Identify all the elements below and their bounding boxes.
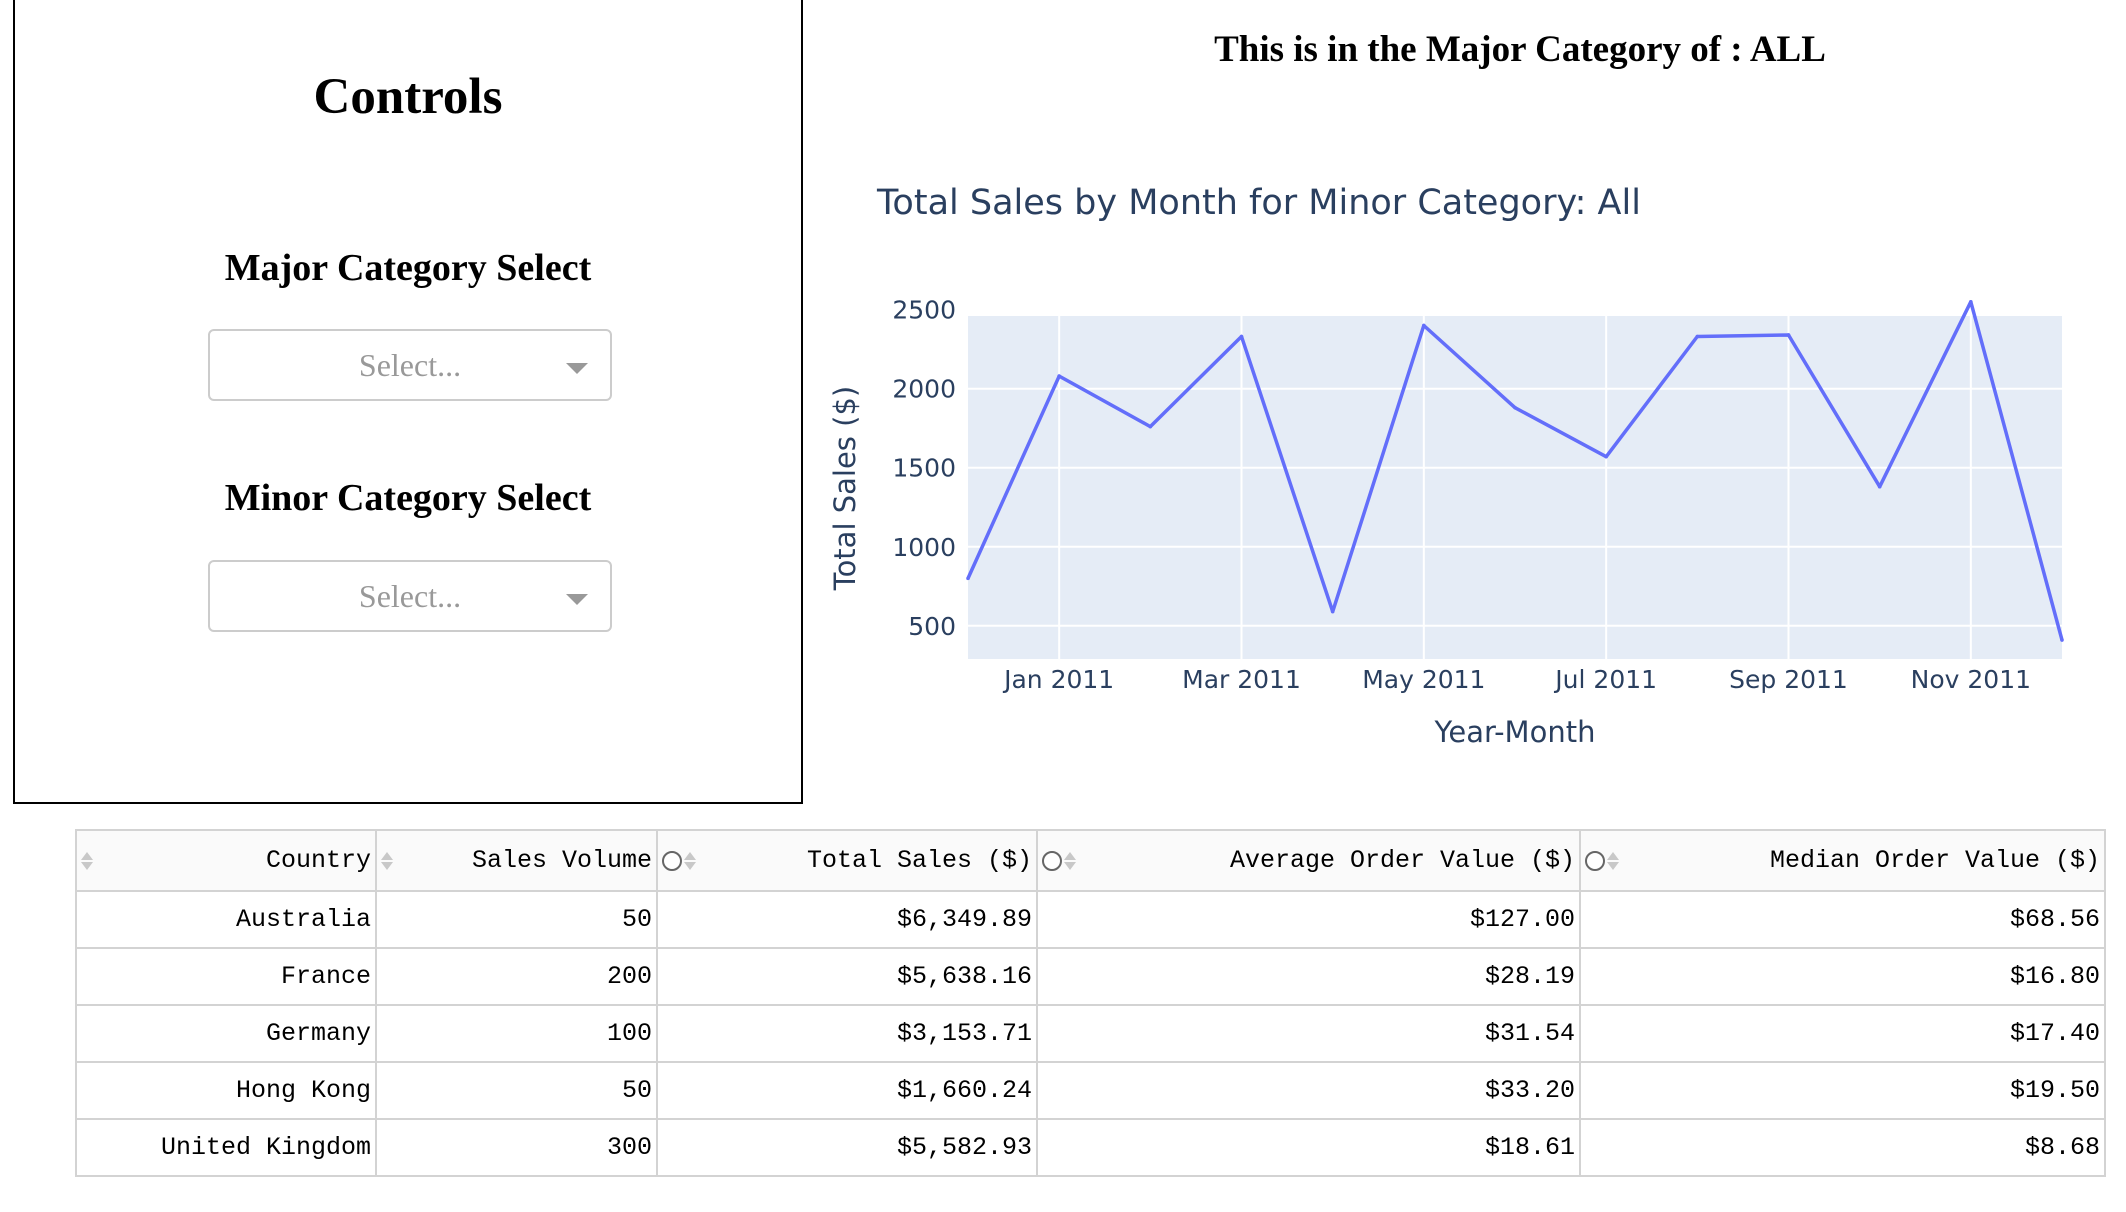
column-header-label: Median Order Value ($) bbox=[1769, 846, 2100, 875]
table-cell: United Kingdom bbox=[75, 1118, 377, 1177]
data-point bbox=[1148, 424, 1153, 429]
table-row: France 200 $5,638.16 $28.19 $16.80 bbox=[75, 947, 2106, 1006]
controls-title: Controls bbox=[313, 69, 503, 125]
data-point bbox=[1786, 333, 1791, 337]
y-tick-label: 500 bbox=[908, 612, 956, 641]
x-tick-label: Mar 2011 bbox=[1182, 665, 1301, 694]
column-header-total-sales[interactable]: Total Sales ($) bbox=[656, 829, 1038, 892]
chevron-down-icon[interactable] bbox=[566, 363, 588, 374]
data-point bbox=[1057, 374, 1061, 378]
table-cell: $127.00 bbox=[1036, 890, 1581, 949]
data-point bbox=[966, 576, 970, 581]
chevron-down-icon[interactable] bbox=[566, 594, 588, 605]
chart-title: Total Sales by Month for Minor Category:… bbox=[876, 183, 1641, 223]
table-cell: 300 bbox=[375, 1118, 658, 1177]
column-header-label: Total Sales ($) bbox=[806, 846, 1032, 875]
x-axis-title: Year-Month bbox=[1434, 715, 1596, 749]
table-cell: $28.19 bbox=[1036, 947, 1581, 1006]
table-cell: $18.61 bbox=[1036, 1118, 1581, 1177]
x-tick-label: Nov 2011 bbox=[1911, 665, 2031, 694]
table-cell: $68.56 bbox=[1579, 890, 2106, 949]
sort-icon[interactable] bbox=[1607, 850, 1619, 872]
data-point bbox=[1877, 484, 1882, 489]
data-point bbox=[1239, 334, 1244, 339]
table-row: Germany 100 $3,153.71 $31.54 $17.40 bbox=[75, 1004, 2106, 1063]
column-header-median-order-value[interactable]: Median Order Value ($) bbox=[1579, 829, 2106, 892]
table-cell: $19.50 bbox=[1579, 1061, 2106, 1120]
table-cell: $33.20 bbox=[1036, 1061, 1581, 1120]
y-tick-label: 2500 bbox=[892, 296, 956, 325]
y-tick-label: 2000 bbox=[892, 375, 956, 404]
y-tick-label: 1000 bbox=[892, 533, 956, 562]
table-cell: Australia bbox=[75, 890, 377, 949]
table-cell: Germany bbox=[75, 1004, 377, 1063]
table-row: Australia 50 $6,349.89 $127.00 $68.56 bbox=[75, 890, 2106, 949]
table-row: Hong Kong 50 $1,660.24 $33.20 $19.50 bbox=[75, 1061, 2106, 1120]
y-tick-label: 1500 bbox=[892, 454, 956, 483]
major-category-label: Major Category Select bbox=[224, 247, 592, 289]
data-point bbox=[2060, 638, 2064, 642]
table-cell: 50 bbox=[375, 890, 658, 949]
table-cell: $5,582.93 bbox=[656, 1118, 1038, 1177]
sort-icon[interactable] bbox=[381, 850, 393, 872]
table-cell: $17.40 bbox=[1579, 1004, 2106, 1063]
data-point bbox=[1604, 454, 1608, 459]
minor-category-placeholder: Select... bbox=[358, 577, 462, 614]
table-cell: Hong Kong bbox=[75, 1061, 377, 1120]
column-header-country[interactable]: Country bbox=[75, 829, 377, 892]
x-tick-label: May 2011 bbox=[1362, 665, 1485, 694]
table-cell: 50 bbox=[375, 1061, 658, 1120]
sort-icon[interactable] bbox=[684, 850, 696, 872]
table-cell: $5,638.16 bbox=[656, 947, 1038, 1006]
table-cell: $8.68 bbox=[1579, 1118, 2106, 1177]
controls-panel: Controls Major Category Select Select...… bbox=[13, 0, 803, 804]
plot-area bbox=[968, 316, 2062, 659]
column-header-label: Country bbox=[265, 846, 371, 875]
table-cell: $6,349.89 bbox=[656, 890, 1038, 949]
sales-table: Country Sales Volume Total Sales ($) Ave… bbox=[75, 829, 2106, 1177]
column-header-label: Sales Volume bbox=[471, 846, 652, 875]
data-point bbox=[1513, 405, 1517, 410]
sort-icon[interactable] bbox=[1064, 850, 1076, 872]
grid bbox=[968, 308, 2062, 659]
table-cell: $1,660.24 bbox=[656, 1061, 1038, 1120]
data-point bbox=[1695, 334, 1700, 339]
radio-icon[interactable] bbox=[1585, 851, 1605, 871]
y-axis-title: Total Sales ($) bbox=[828, 386, 862, 591]
table-cell: $16.80 bbox=[1579, 947, 2106, 1006]
x-tick-label: Jan 2011 bbox=[1002, 665, 1114, 694]
table-cell: 100 bbox=[375, 1004, 658, 1063]
x-axis: Jan 2011 Mar 2011 May 2011 Jul 2011 Sep 2011… bbox=[1002, 665, 2031, 694]
minor-category-label: Minor Category Select bbox=[224, 477, 592, 519]
minor-category-select[interactable]: Select... bbox=[208, 560, 612, 632]
column-header-average-order-value[interactable]: Average Order Value ($) bbox=[1036, 829, 1581, 892]
major-category-select[interactable]: Select... bbox=[208, 329, 612, 401]
table-cell: 200 bbox=[375, 947, 658, 1006]
radio-icon[interactable] bbox=[662, 851, 682, 871]
sort-icon[interactable] bbox=[81, 850, 93, 872]
radio-icon[interactable] bbox=[1042, 851, 1062, 871]
data-point bbox=[1330, 609, 1335, 614]
x-tick-label: Sep 2011 bbox=[1729, 665, 1848, 694]
x-tick-label: Jul 2011 bbox=[1553, 665, 1657, 694]
major-category-heading: This is in the Major Category of : ALL bbox=[1214, 29, 1826, 70]
table-header-row: Country Sales Volume Total Sales ($) Ave… bbox=[75, 829, 2106, 892]
column-header-label: Average Order Value ($) bbox=[1229, 846, 1575, 875]
sales-line-chart: Total Sales by Month for Minor Category:… bbox=[828, 183, 2064, 749]
major-category-placeholder: Select... bbox=[358, 346, 462, 383]
column-header-sales-volume[interactable]: Sales Volume bbox=[375, 829, 658, 892]
table-cell: $31.54 bbox=[1036, 1004, 1581, 1063]
table-cell: $3,153.71 bbox=[656, 1004, 1038, 1063]
data-point bbox=[1422, 323, 1426, 328]
table-row: United Kingdom 300 $5,582.93 $18.61 $8.6… bbox=[75, 1118, 2106, 1177]
table-cell: France bbox=[75, 947, 377, 1006]
y-axis: 500 1000 1500 2000 2500 bbox=[892, 296, 956, 641]
data-point bbox=[1969, 299, 1973, 304]
data-points bbox=[966, 299, 2064, 642]
